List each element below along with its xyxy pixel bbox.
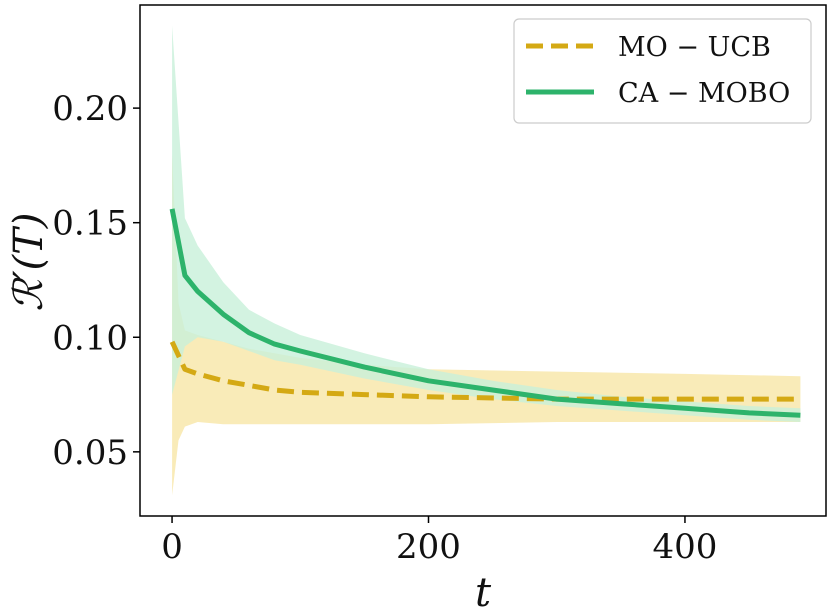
- x-tick-label: 0: [161, 527, 183, 567]
- y-axis: 0.05 0.10 0.15 0.20: [52, 89, 140, 473]
- x-tick-label: 200: [396, 527, 461, 567]
- confidence-bands: [172, 25, 801, 496]
- y-tick-label: 0.15: [52, 204, 128, 244]
- x-axis: 0 200 400: [161, 516, 717, 567]
- y-tick-label: 0.10: [52, 318, 128, 358]
- x-tick-label: 400: [653, 527, 718, 567]
- y-tick-label: 0.05: [52, 433, 128, 473]
- plot-frame: [139, 4, 827, 517]
- series-lines: [169, 208, 801, 418]
- legend-label-mo-ucb: MO − UCB: [618, 32, 771, 63]
- y-tick-label: 0.20: [52, 89, 128, 129]
- legend: MO − UCB CA − MOBO: [513, 18, 812, 124]
- x-axis-label: t: [475, 570, 492, 613]
- series-line-ca-mobo: [169, 208, 801, 418]
- legend-label-ca-mobo: CA − MOBO: [618, 78, 790, 109]
- y-axis-label: ℛ′(T): [6, 213, 52, 312]
